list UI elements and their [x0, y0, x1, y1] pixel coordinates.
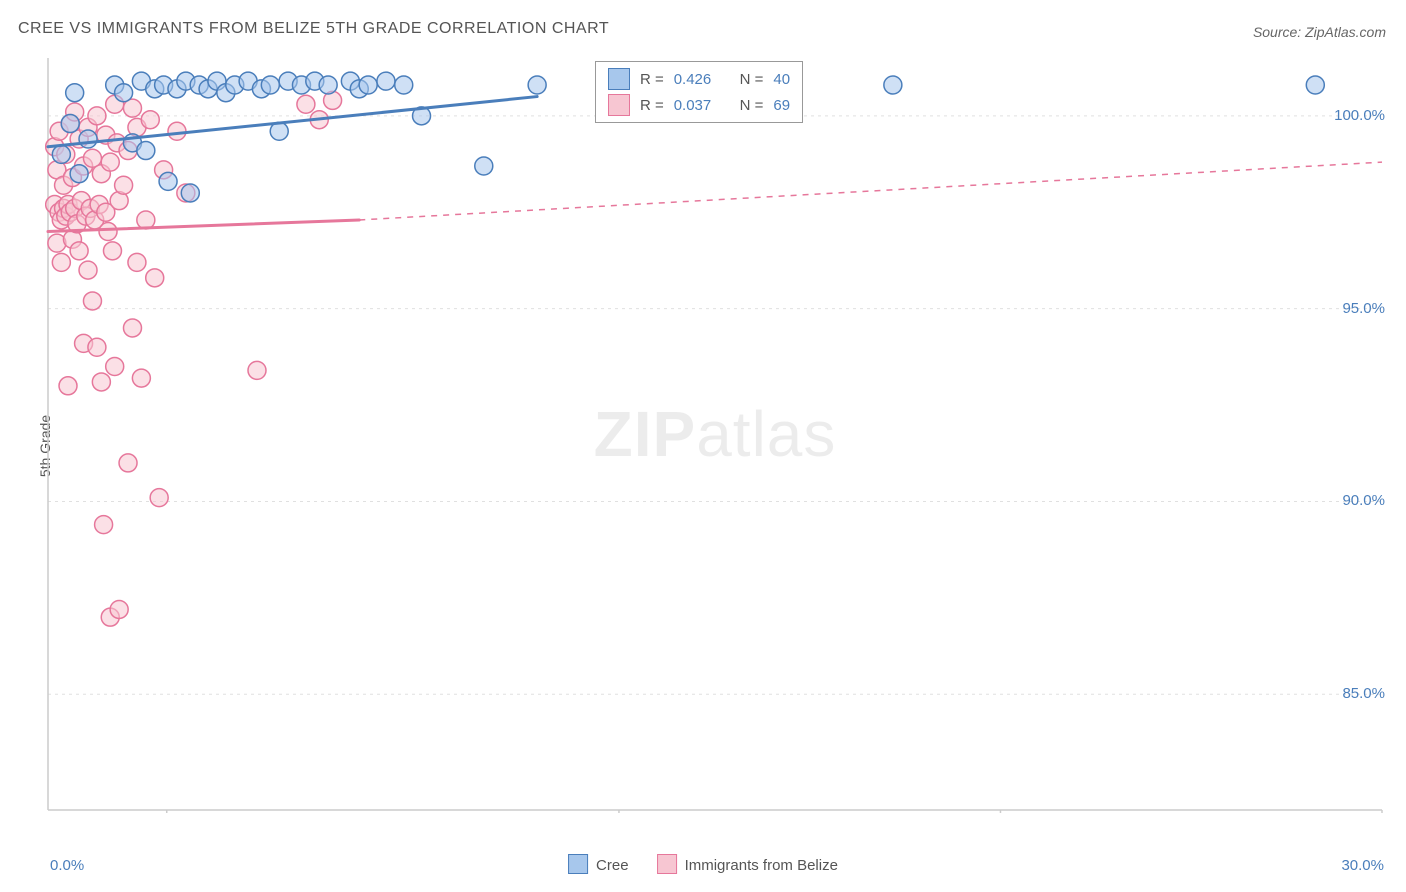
- point-belize: [248, 361, 266, 379]
- point-cree: [319, 76, 337, 94]
- y-tick-label: 95.0%: [1342, 300, 1385, 317]
- legend-item-belize: Immigrants from Belize: [657, 854, 838, 874]
- corr-R-value: 0.037: [674, 97, 712, 114]
- point-belize: [297, 95, 315, 113]
- legend-label-belize: Immigrants from Belize: [685, 857, 838, 874]
- point-cree: [377, 72, 395, 90]
- corr-swatch: [608, 94, 630, 116]
- point-cree: [137, 142, 155, 160]
- corr-R-label: R =: [640, 97, 664, 114]
- point-belize: [92, 373, 110, 391]
- point-belize: [150, 489, 168, 507]
- point-belize: [99, 223, 117, 241]
- point-cree: [66, 84, 84, 102]
- point-belize: [146, 269, 164, 287]
- point-cree: [52, 145, 70, 163]
- point-belize: [59, 377, 77, 395]
- corr-swatch: [608, 68, 630, 90]
- point-cree: [261, 76, 279, 94]
- source-attribution: Source: ZipAtlas.com: [1253, 24, 1386, 40]
- legend-item-cree: Cree: [568, 854, 629, 874]
- corr-row: R = 0.426 N = 40: [596, 66, 802, 92]
- point-cree: [359, 76, 377, 94]
- point-cree: [181, 184, 199, 202]
- point-cree: [395, 76, 413, 94]
- x-axis-max-label: 30.0%: [1341, 857, 1384, 874]
- point-belize: [115, 176, 133, 194]
- chart-area: ZIPatlas R =0.426 N =40R =0.037 N =69 85…: [45, 55, 1385, 813]
- point-cree: [79, 130, 97, 148]
- point-belize: [123, 319, 141, 337]
- point-belize: [141, 111, 159, 129]
- legend-bottom: Cree Immigrants from Belize: [568, 854, 838, 874]
- legend-label-cree: Cree: [596, 857, 629, 874]
- point-belize: [70, 242, 88, 260]
- y-tick-label: 100.0%: [1334, 107, 1385, 124]
- point-cree: [115, 84, 133, 102]
- point-belize: [52, 253, 70, 271]
- y-tick-label: 90.0%: [1342, 492, 1385, 509]
- point-belize: [128, 253, 146, 271]
- point-belize: [88, 107, 106, 125]
- corr-R-label: R =: [640, 71, 664, 88]
- point-cree: [1306, 76, 1324, 94]
- point-cree: [884, 76, 902, 94]
- corr-row: R = 0.037 N = 69: [596, 92, 802, 118]
- point-belize: [119, 454, 137, 472]
- point-belize: [168, 122, 186, 140]
- point-belize: [103, 242, 121, 260]
- point-belize: [88, 338, 106, 356]
- legend-swatch-belize: [657, 854, 677, 874]
- corr-N-value: 69: [773, 97, 790, 114]
- point-cree: [159, 172, 177, 190]
- corr-N-label: N =: [740, 97, 764, 114]
- correlation-legend-box: R = 0.426 N = 40 R = 0.037 N = 69: [595, 61, 803, 123]
- legend-swatch-cree: [568, 854, 588, 874]
- point-cree: [528, 76, 546, 94]
- point-cree: [70, 165, 88, 183]
- point-belize: [95, 516, 113, 534]
- corr-N-label: N =: [740, 71, 764, 88]
- point-belize: [110, 600, 128, 618]
- point-belize: [83, 292, 101, 310]
- corr-N-value: 40: [773, 71, 790, 88]
- point-belize: [132, 369, 150, 387]
- chart-title: CREE VS IMMIGRANTS FROM BELIZE 5TH GRADE…: [18, 20, 609, 38]
- point-cree: [61, 115, 79, 133]
- corr-R-value: 0.426: [674, 71, 712, 88]
- scatter-plot-svg: [45, 55, 1385, 813]
- y-tick-label: 85.0%: [1342, 685, 1385, 702]
- point-belize: [106, 358, 124, 376]
- point-belize: [101, 153, 119, 171]
- x-axis-min-label: 0.0%: [50, 857, 84, 874]
- point-belize: [79, 261, 97, 279]
- point-cree: [475, 157, 493, 175]
